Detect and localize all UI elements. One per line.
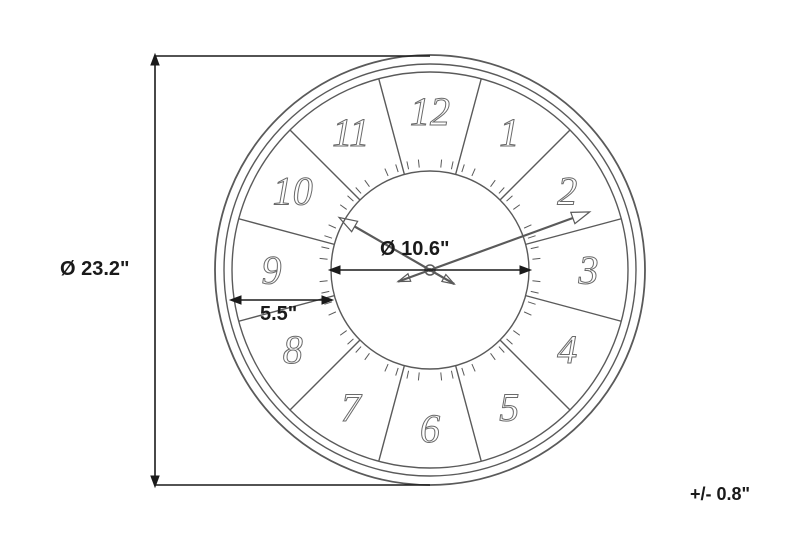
tolerance-label: +/- 0.8"	[690, 484, 750, 504]
clock-numeral: 2	[557, 168, 577, 213]
clock-numeral: 11	[332, 110, 369, 155]
clock-numeral: 7	[341, 385, 363, 430]
clock-numeral: 10	[273, 168, 313, 213]
clock-numeral: 6	[420, 406, 440, 451]
outer-diameter-label: Ø 23.2"	[60, 258, 130, 280]
clock-numeral: 12	[410, 89, 450, 134]
clock-numeral: 8	[283, 327, 303, 372]
clock-numeral: 3	[578, 248, 599, 293]
clock-numeral: 1	[499, 110, 519, 155]
clock-numeral: 9	[262, 248, 282, 293]
ring-width-label: 5.5"	[260, 303, 297, 325]
clock-numeral: 5	[499, 385, 519, 430]
center-diameter-label: Ø 10.6"	[380, 238, 450, 260]
clock-numeral: 4	[557, 327, 577, 372]
